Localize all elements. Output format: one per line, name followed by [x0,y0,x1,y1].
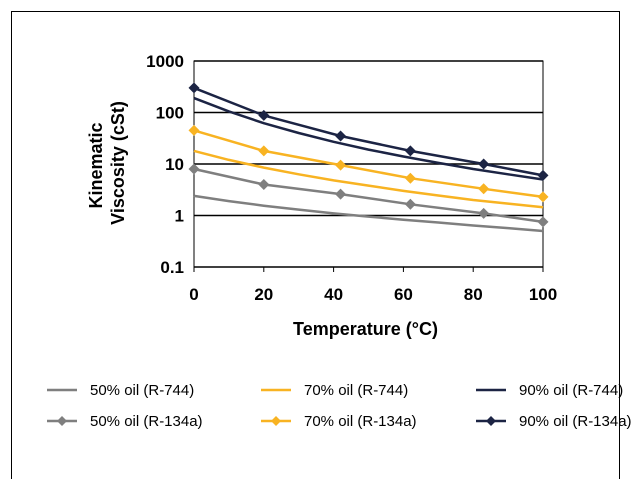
legend-label-0: 50% oil (R-744) [90,382,194,399]
legend-marker-4 [271,416,281,426]
legend-marker-3 [57,416,67,426]
x-tick-label: 60 [394,285,413,304]
legend-label-3: 50% oil (R-134a) [90,413,203,430]
y-tick-label: 100 [156,104,184,123]
x-tick-label: 20 [254,285,273,304]
data-point-marker [404,145,416,157]
y-axis-title: Kinematic Viscosity (cSt) [86,101,128,225]
series-line-1 [193,149,544,209]
legend-marker-5 [486,416,496,426]
x-tick-label: 80 [464,285,483,304]
y-axis-title-line-1: Kinematic [86,122,106,208]
series-lines [193,86,544,233]
x-tick-label: 40 [324,285,343,304]
data-point-marker [258,178,270,190]
data-point-marker [478,207,490,219]
series-line-5 [193,86,544,177]
data-point-marker [335,130,347,142]
data-point-marker [188,124,200,136]
y-tick-label: 0.1 [160,258,184,277]
data-point-marker [537,216,549,228]
series-line-4 [193,129,544,199]
legend-label-4: 70% oil (R-134a) [304,413,417,430]
legend: 50% oil (R-744) 70% oil (R-744) 90% oil (R… [47,382,631,430]
data-point-marker [335,159,347,171]
x-tick-label: 0 [189,285,198,304]
data-point-marker [188,82,200,94]
data-point-marker [537,191,549,203]
y-tick-label: 10 [165,155,184,174]
y-tick-labels: 0.1 1 10 100 1000 [146,52,184,277]
legend-label-5: 90% oil (R-134a) [519,413,631,430]
legend-label-1: 70% oil (R-744) [304,382,408,399]
x-tick-label: 100 [529,285,557,304]
x-axis-title: Temperature (°C) [293,319,438,339]
data-point-marker [537,169,549,181]
data-point-marker [404,172,416,184]
series-markers [188,82,549,228]
y-axis-title-line-2: Viscosity (cSt) [108,101,128,225]
chart-frame [11,11,620,479]
data-point-marker [258,145,270,157]
legend-label-2: 90% oil (R-744) [519,382,623,399]
series-line-3 [193,167,544,224]
series-line-0 [193,194,544,233]
y-tick-label: 1 [175,207,184,226]
data-point-marker [478,158,490,170]
y-tick-label: 1000 [146,52,184,71]
data-point-marker [258,109,270,121]
series-line-2 [193,96,544,181]
data-point-marker [335,188,347,200]
data-point-marker [188,163,200,175]
data-point-marker [478,183,490,195]
x-tick-labels: 0 20 40 60 80 100 [189,267,557,304]
data-point-marker [404,198,416,210]
